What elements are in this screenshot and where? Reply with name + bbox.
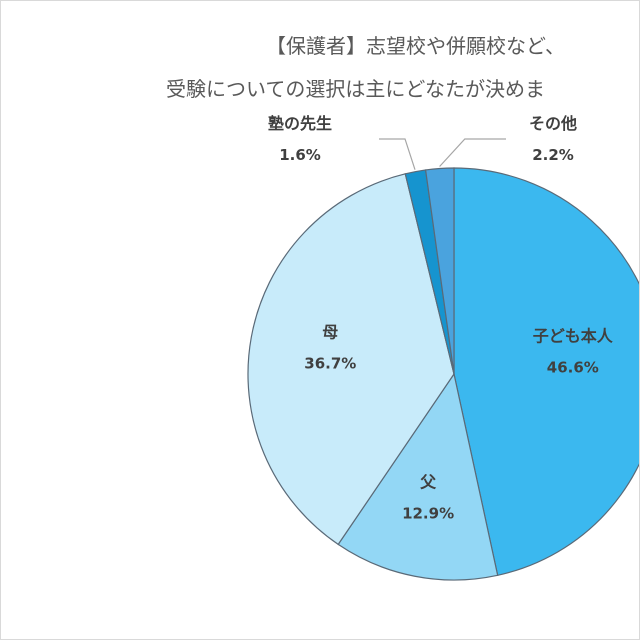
slice-label-other: その他 bbox=[529, 114, 577, 133]
slice-label-father: 父 bbox=[419, 473, 437, 492]
leader-lines bbox=[379, 138, 506, 170]
slice-value-other: 2.2% bbox=[532, 146, 574, 164]
pie-slice-self bbox=[453, 167, 639, 577]
slice-value-self: 46.6% bbox=[547, 358, 599, 376]
leader-line-cram-teacher bbox=[379, 138, 416, 170]
slice-label-self: 子ども本人 bbox=[533, 326, 614, 345]
pie-slice-father bbox=[337, 372, 499, 581]
pie-slice-other bbox=[424, 167, 455, 375]
slice-value-cram-teacher: 1.6% bbox=[279, 146, 321, 164]
chart-title-line-2: 受験についての選択は主にどなたが決めま bbox=[166, 77, 545, 101]
leader-line-other bbox=[439, 138, 506, 167]
chart-title-line-1: 【保護者】志望校や併願校など、 bbox=[266, 34, 565, 58]
slice-label-cram-teacher: 塾の先生 bbox=[268, 114, 332, 133]
pie-slices bbox=[247, 167, 639, 581]
slice-label-mother: 母 bbox=[322, 323, 338, 342]
pie-slice-mother bbox=[247, 173, 455, 546]
slice-value-mother: 36.7% bbox=[304, 355, 356, 373]
slice-value-father: 12.9% bbox=[402, 505, 454, 523]
chart-title: 【保護者】志望校や併願校など、 受験についての選択は主にどなたが決めま bbox=[166, 34, 565, 101]
data-labels: 子ども本人 46.6% 父 12.9% 母 36.7% 塾の先生 1.6% その他 2.2% bbox=[268, 114, 614, 523]
